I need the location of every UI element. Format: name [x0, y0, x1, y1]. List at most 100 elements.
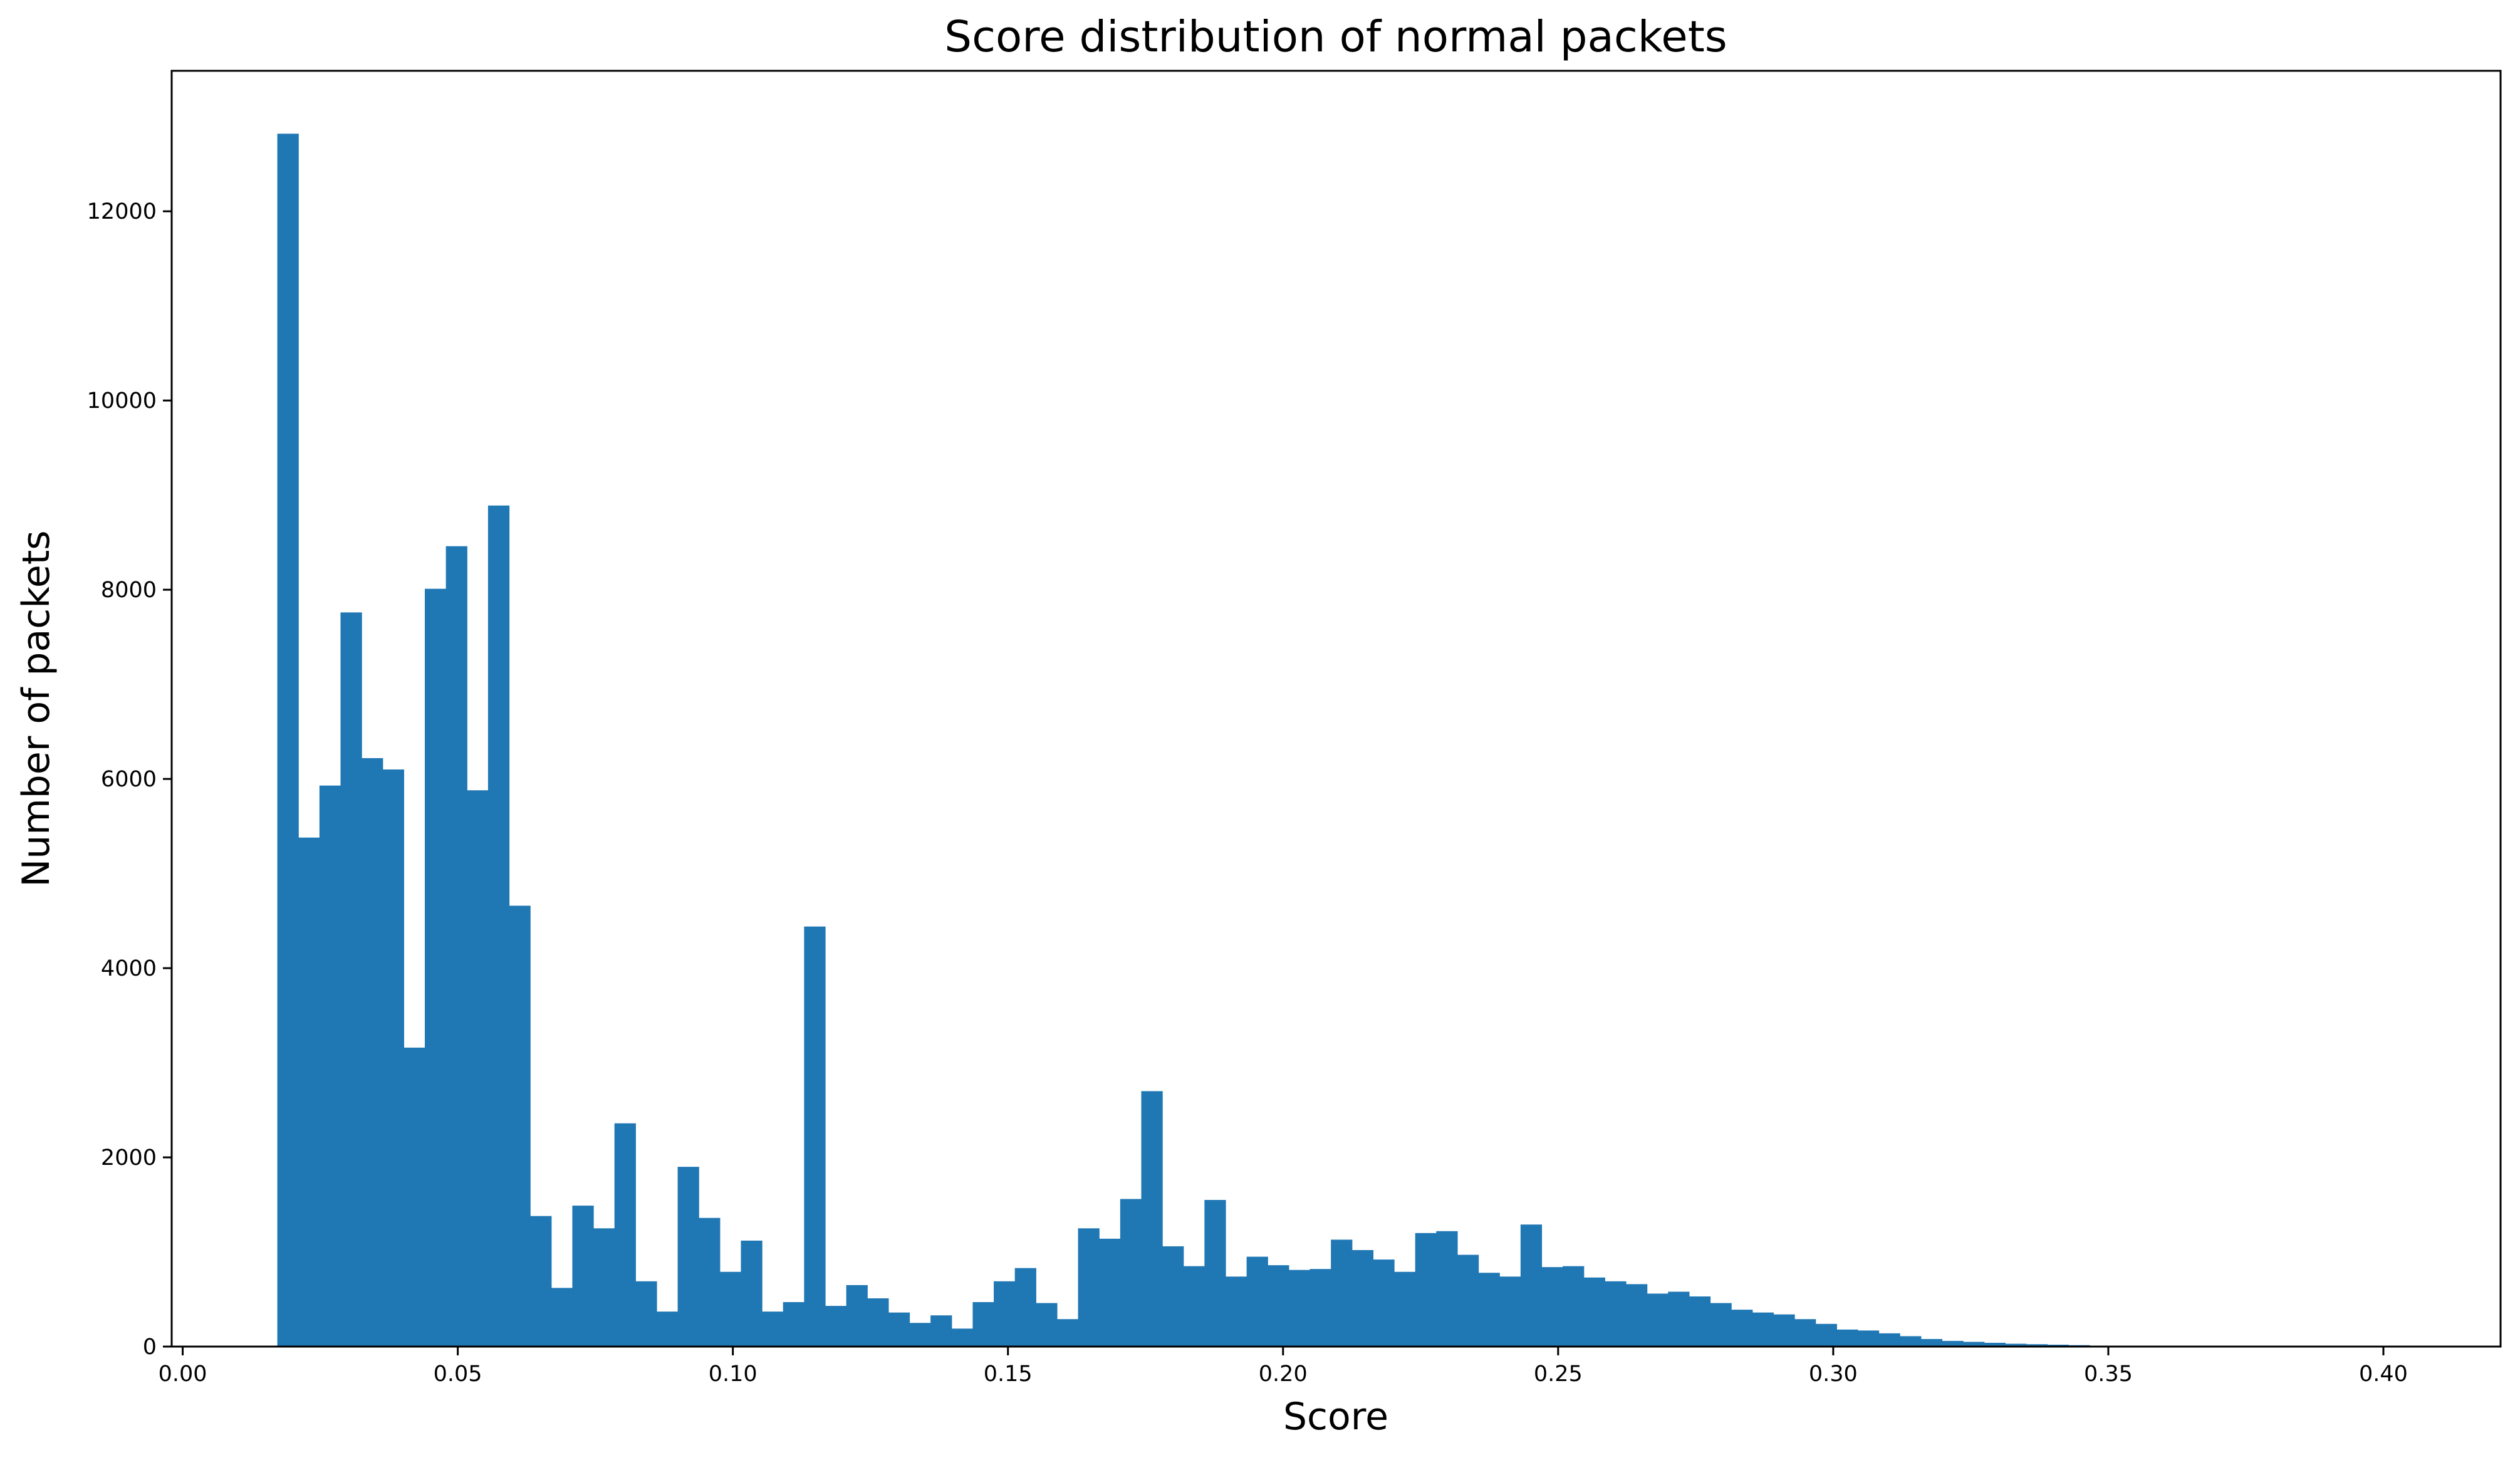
histogram-bar — [1815, 1323, 1837, 1347]
histogram-bar — [888, 1312, 910, 1347]
histogram-bar — [404, 1047, 425, 1347]
plot-frame — [170, 70, 2502, 1348]
histogram-bar — [846, 1285, 868, 1347]
histogram-bar — [2005, 1343, 2027, 1347]
histogram-bar — [951, 1328, 974, 1347]
histogram-bar — [1478, 1273, 1500, 1347]
histogram-bar — [909, 1323, 931, 1347]
histogram-bar — [804, 926, 826, 1347]
histogram-bar — [2026, 1344, 2048, 1347]
histogram-bar — [762, 1311, 784, 1347]
histogram-bar — [1984, 1342, 2006, 1347]
histogram-bar — [741, 1240, 763, 1347]
bars-group — [277, 133, 2364, 1347]
histogram-bar — [382, 769, 404, 1347]
histogram-bar — [1625, 1284, 1648, 1347]
histogram-bar — [1541, 1267, 1563, 1347]
histogram-bar — [783, 1302, 804, 1347]
histogram-bar — [425, 588, 447, 1347]
y-tick-label: 2000 — [101, 1145, 157, 1171]
histogram-bar — [719, 1271, 742, 1347]
histogram-bar — [1373, 1259, 1395, 1347]
histogram-bar — [1436, 1231, 1458, 1347]
x-tick-label: 0.20 — [1259, 1362, 1308, 1387]
histogram-bar — [1605, 1281, 1627, 1347]
x-tick-label: 0.30 — [1809, 1362, 1858, 1387]
histogram-bar — [1415, 1233, 1437, 1347]
histogram-bar — [1773, 1314, 1795, 1347]
x-tick-label: 0.00 — [159, 1362, 207, 1387]
histogram-bar — [1036, 1303, 1058, 1347]
histogram-bar — [1689, 1296, 1711, 1347]
histogram-bar — [1099, 1238, 1121, 1347]
histogram-bar — [635, 1281, 657, 1347]
histogram-bar — [1056, 1319, 1079, 1347]
histogram-bar — [572, 1206, 594, 1347]
y-tick-label: 12000 — [87, 199, 157, 224]
histogram-bar — [1078, 1228, 1100, 1347]
histogram-bar — [1351, 1249, 1374, 1347]
histogram-bar — [467, 790, 489, 1347]
histogram-bar — [1014, 1268, 1036, 1347]
histogram-bar — [1920, 1338, 1943, 1347]
histogram-bar — [1183, 1266, 1205, 1347]
chart-title: Score distribution of normal packets — [944, 12, 1727, 62]
histogram-bar — [825, 1306, 847, 1347]
histogram-bar — [1394, 1271, 1416, 1347]
histogram-bar — [1288, 1270, 1311, 1347]
histogram-bar — [1204, 1199, 1226, 1347]
histogram-bar — [1857, 1330, 1880, 1347]
histogram-bar — [1162, 1246, 1184, 1347]
x-axis-label: Score — [1283, 1395, 1388, 1439]
x-tick-label: 0.05 — [434, 1362, 482, 1387]
histogram-bar — [1836, 1329, 1858, 1347]
histogram-bar — [867, 1298, 889, 1347]
histogram-bar — [1900, 1336, 1922, 1347]
histogram-bar — [445, 546, 467, 1347]
histogram-bar — [1226, 1276, 1247, 1347]
histogram-bar — [1963, 1342, 1985, 1347]
histogram-bar — [1309, 1269, 1331, 1347]
histogram-bar — [1647, 1293, 1669, 1347]
histogram-bar — [677, 1167, 699, 1347]
y-axis-ticks: 0 2000 4000 6000 8000 10000 12000 — [87, 199, 172, 1360]
histogram-bar — [593, 1228, 615, 1347]
y-tick-label: 0 — [143, 1335, 157, 1360]
y-tick-label: 8000 — [101, 578, 157, 603]
histogram-bar — [509, 905, 531, 1347]
histogram-bar — [1520, 1224, 1543, 1347]
histogram-bar — [1457, 1254, 1479, 1347]
histogram-bar — [1668, 1291, 1690, 1347]
histogram-bar — [1752, 1312, 1774, 1347]
histogram-bar — [1563, 1266, 1585, 1347]
histogram-bar — [994, 1281, 1016, 1347]
histogram-bar — [1794, 1319, 1816, 1347]
x-tick-label: 0.35 — [2084, 1362, 2133, 1387]
histogram-bar — [1583, 1277, 1605, 1347]
histogram-bar — [487, 505, 510, 1347]
histogram-bar — [1120, 1199, 1142, 1347]
y-tick-label: 4000 — [101, 956, 157, 981]
histogram-bar — [656, 1311, 679, 1347]
histogram-bar — [530, 1216, 552, 1347]
x-axis-ticks: 0.00 0.05 0.10 0.15 0.20 0.25 0.30 0.35 0.40 — [159, 1347, 2408, 1387]
histogram-bar — [298, 837, 320, 1347]
histogram-bar — [614, 1123, 636, 1347]
histogram-bar — [930, 1315, 952, 1347]
histogram-bar — [277, 133, 299, 1347]
histogram-bar — [551, 1288, 573, 1347]
x-tick-label: 0.40 — [2359, 1362, 2408, 1387]
histogram-bar — [1268, 1265, 1289, 1347]
histogram-bar — [2047, 1344, 2069, 1347]
histogram-bar — [1246, 1256, 1268, 1347]
histogram-bar — [699, 1218, 721, 1347]
histogram-bar — [362, 758, 383, 1347]
histogram-bar — [1499, 1276, 1521, 1347]
histogram-bar — [1878, 1333, 1900, 1347]
histogram-bar — [1731, 1310, 1753, 1347]
histogram-bar — [972, 1302, 994, 1347]
x-tick-label: 0.15 — [984, 1362, 1033, 1387]
histogram-bar — [1710, 1303, 1732, 1347]
histogram-bar — [340, 612, 362, 1347]
